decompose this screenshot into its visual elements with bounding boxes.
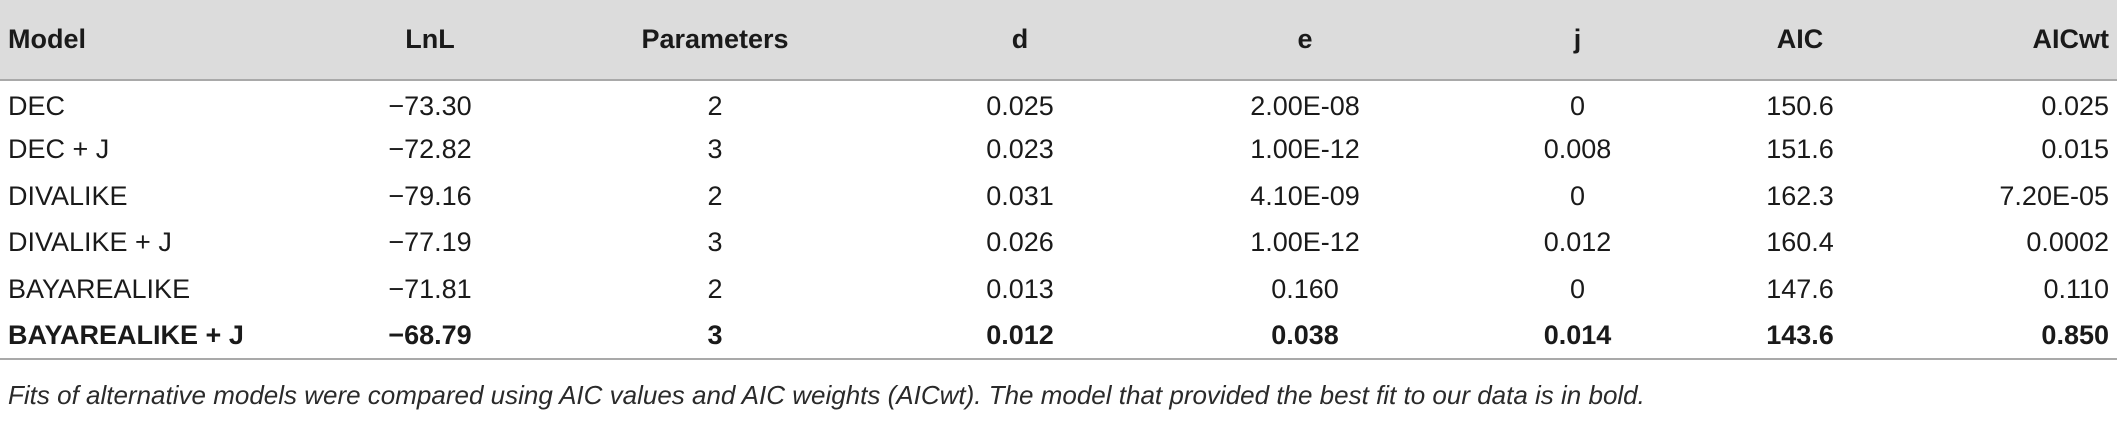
cell-lnl: −79.16 [388,180,472,211]
cell-aicwt: 7.20E-05 [1999,180,2109,211]
cell-aic: 160.4 [1766,227,1834,258]
cell-model: DIVALIKE [8,180,128,211]
cell-aic: 147.6 [1766,273,1834,304]
table-row: DIVALIKE −79.16 2 0.031 4.10E-09 0 162.3… [0,173,2117,220]
cell-aicwt: 0.015 [2041,134,2109,165]
model-comparison-table: Model LnL Parameters d e j AIC AICwt DEC… [0,0,2117,360]
cell-d: 0.031 [986,180,1054,211]
cell-d: 0.026 [986,227,1054,258]
cell-parameters: 3 [707,134,723,165]
header-lnl: LnL [330,0,530,81]
header-model: Model [0,0,330,81]
cell-d: 0.025 [986,91,1054,122]
cell-d: 0.013 [986,273,1054,304]
cell-j: 0.012 [1543,227,1612,258]
results-table-container: Model LnL Parameters d e j AIC AICwt DEC… [0,0,2117,410]
cell-e: 1.00E-12 [1250,227,1360,258]
cell-j: 0 [1569,91,1586,122]
header-row: Model LnL Parameters d e j AIC AICwt [0,0,2117,81]
header-aic: AIC [1685,0,1915,81]
cell-lnl: −77.19 [388,227,472,258]
cell-e: 1.00E-12 [1250,134,1360,165]
cell-aic: 150.6 [1766,91,1834,122]
table-body: DEC −73.30 2 0.025 2.00E-08 0 150.6 0.02… [0,80,2117,360]
cell-lnl: −71.81 [388,273,472,304]
cell-parameters: 3 [530,312,900,360]
cell-d: 0.012 [900,312,1140,360]
cell-aic: 162.3 [1766,180,1834,211]
cell-lnl: −73.30 [388,91,472,122]
cell-model: DEC + J [8,134,110,165]
cell-d: 0.023 [986,134,1054,165]
cell-e: 4.10E-09 [1250,180,1360,211]
cell-j: 0 [1569,180,1586,211]
cell-aicwt: 0.110 [2043,273,2109,304]
cell-lnl: −72.82 [388,134,472,165]
cell-model: BAYAREALIKE [8,273,191,304]
table-row: DEC + J −72.82 3 0.023 1.00E-12 0.008 15… [0,127,2117,174]
cell-e: 0.038 [1140,312,1470,360]
table-row: DIVALIKE + J −77.19 3 0.026 1.00E-12 0.0… [0,220,2117,267]
cell-model: DIVALIKE + J [8,227,172,258]
cell-parameters: 2 [707,91,723,122]
cell-e: 0.160 [1271,273,1339,304]
table-row-best-fit: BAYAREALIKE + J −68.79 3 0.012 0.038 0.0… [0,312,2117,360]
cell-parameters: 2 [707,180,723,211]
cell-parameters: 3 [707,227,723,258]
cell-aicwt: 0.850 [1915,312,2117,360]
header-e: e [1140,0,1470,81]
cell-j: 0.014 [1470,312,1685,360]
table-row: DEC −73.30 2 0.025 2.00E-08 0 150.6 0.02… [0,80,2117,127]
cell-model: BAYAREALIKE + J [0,312,330,360]
table-caption: Fits of alternative models were compared… [8,380,1645,410]
table-row: BAYAREALIKE −71.81 2 0.013 0.160 0 147.6… [0,266,2117,313]
cell-model: DEC [8,91,66,122]
cell-parameters: 2 [707,273,723,304]
cell-aicwt: 0.0002 [2026,227,2109,258]
header-parameters: Parameters [530,0,900,81]
cell-aic: 143.6 [1685,312,1915,360]
header-d: d [900,0,1140,81]
cell-lnl: −68.79 [330,312,530,360]
cell-j: 0.008 [1543,134,1612,165]
cell-aic: 151.6 [1766,134,1834,165]
cell-j: 0 [1569,273,1586,304]
header-aicwt: AICwt [1915,0,2117,81]
header-j: j [1470,0,1685,81]
cell-aicwt: 0.025 [2041,91,2109,122]
cell-e: 2.00E-08 [1250,91,1360,122]
table-header: Model LnL Parameters d e j AIC AICwt [0,0,2117,81]
